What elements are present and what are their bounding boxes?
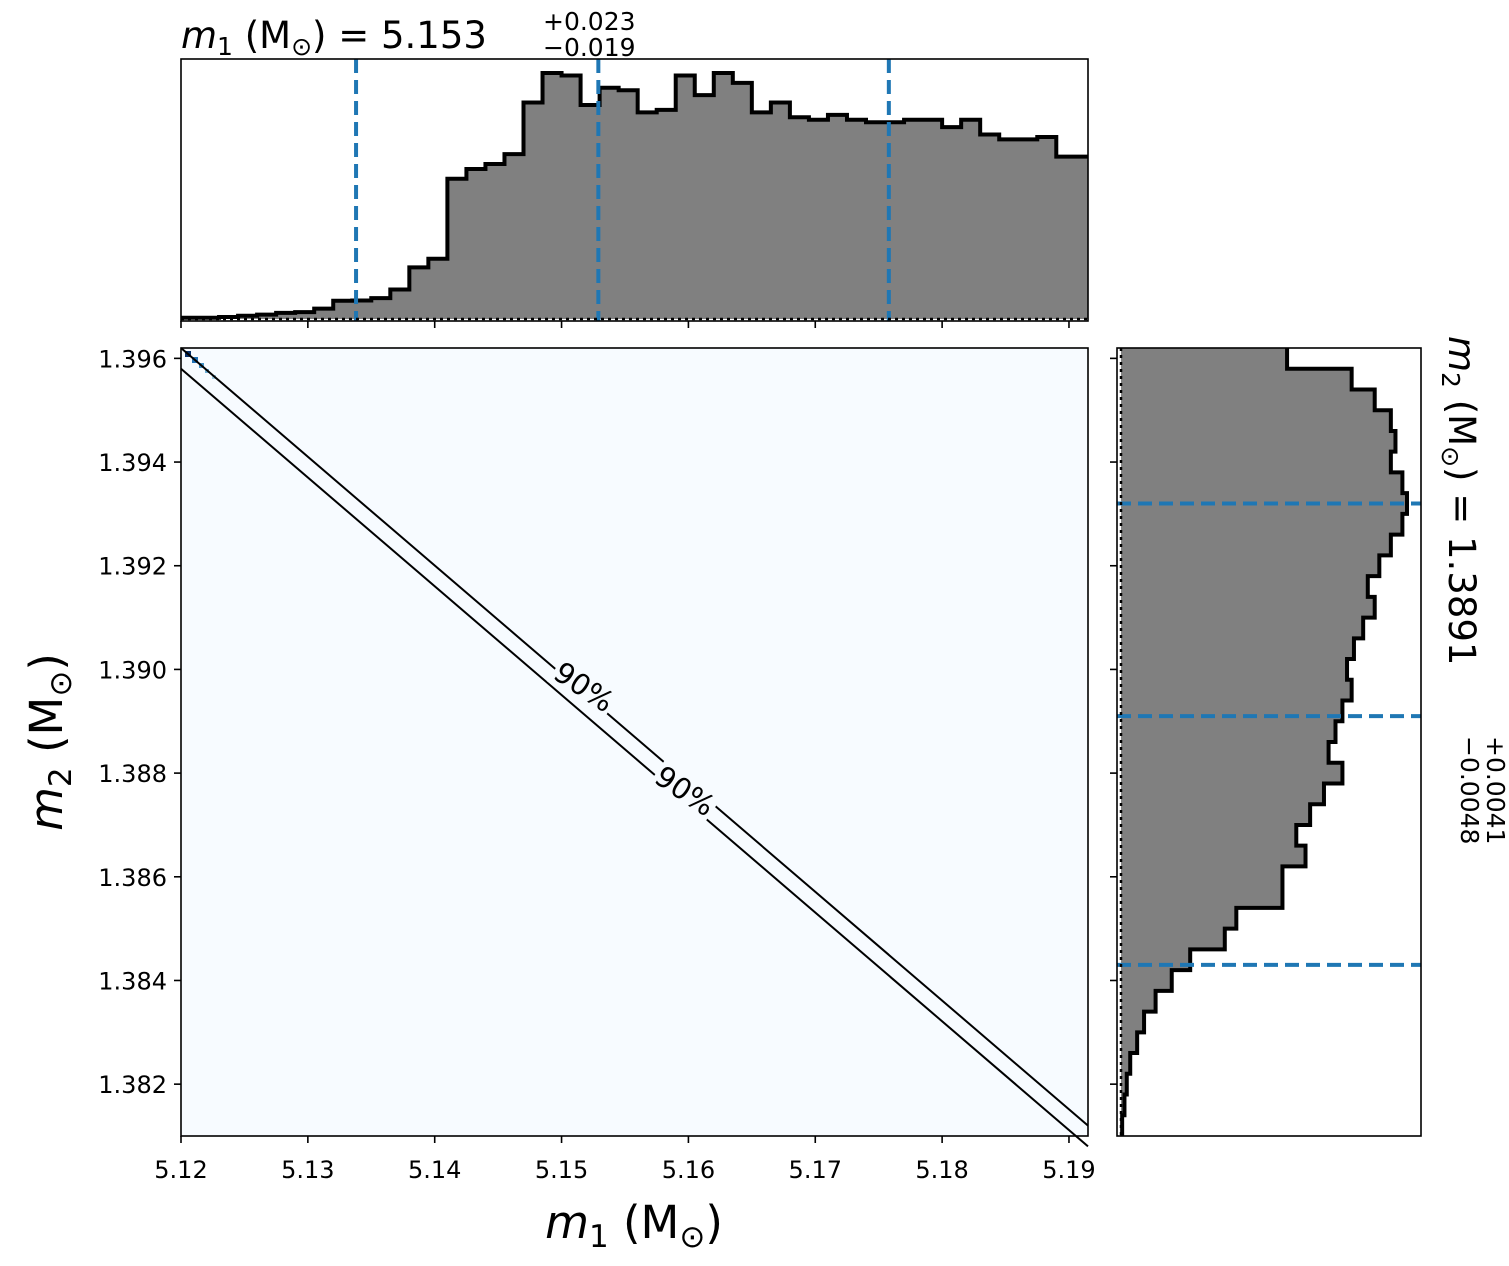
m1-title-upper-error: +0.023 <box>543 7 636 36</box>
y-tick-label-6: 1.394 <box>98 449 167 477</box>
x-tick-label-6: 5.18 <box>915 1156 968 1184</box>
y-tick-label-1: 1.384 <box>98 967 167 995</box>
m2-histogram-ticks <box>1110 357 1117 1085</box>
m2-histogram-plot <box>1117 348 1421 1136</box>
m2-title-lower-error: −0.0048 <box>1455 736 1484 844</box>
svg-text:m2 (M⊙) = 1.3891: m2 (M⊙) = 1.3891 <box>1436 336 1483 665</box>
y-tick-label-5: 1.392 <box>98 553 167 581</box>
m2-histogram-frame <box>1116 347 1422 1137</box>
m1-histogram-plot <box>181 59 1088 321</box>
m2-histogram-fill <box>1121 348 1407 1136</box>
m2-title-errors: +0.0041 −0.0048 <box>1455 736 1509 844</box>
m2-histogram-outline <box>1120 348 1409 1136</box>
x-tick-label-7: 5.19 <box>1042 1156 1095 1184</box>
m1-histogram-fill <box>181 73 1088 319</box>
joint-posterior-panel: 90%90% 5.12 5.13 5.14 5.15 5.16 5.17 5.18 5.19 … <box>20 345 1096 1255</box>
m1-histogram-outline <box>181 71 1088 320</box>
m1-histogram-panel: m1 (M⊙) = 5.153 +0.023 −0.019 <box>180 7 1089 328</box>
m2-title-upper-error: +0.0041 <box>1481 736 1509 844</box>
y-tick-label-3: 1.388 <box>98 760 167 788</box>
m1-histogram-frame <box>180 58 1089 322</box>
x-tick-label-3: 5.15 <box>535 1156 588 1184</box>
x-tick-label-1: 5.13 <box>281 1156 334 1184</box>
joint-density-background <box>181 348 1088 1136</box>
y-tick-label-0: 1.382 <box>98 1071 167 1099</box>
x-tick-label-0: 5.12 <box>154 1156 207 1184</box>
contour-line-1 <box>180 367 1089 1148</box>
x-tick-label-5: 5.17 <box>789 1156 842 1184</box>
contour-label-bg-1 <box>647 757 724 824</box>
m1-histogram-title: m1 (M⊙) = 5.153 <box>181 14 487 61</box>
x-tick-label-4: 5.16 <box>662 1156 715 1184</box>
contour-lines <box>180 347 1089 1148</box>
contour-label-bg-0 <box>546 653 623 720</box>
m1-title-lower-error: −0.019 <box>543 33 636 62</box>
x-axis-label: m1 (M⊙) <box>545 1196 723 1255</box>
joint-panel-frame <box>180 347 1089 1137</box>
m2-histogram-title: m2 (M⊙) = 1.3891 <box>1436 336 1483 665</box>
x-tick-label-2: 5.14 <box>408 1156 461 1184</box>
y-tick-label-4: 1.390 <box>98 656 167 684</box>
m1-histogram-ticks <box>180 321 1070 328</box>
y-axis-ticks: 1.382 1.384 1.386 1.388 1.390 1.392 1.394 1.396 <box>98 345 181 1099</box>
x-axis-ticks: 5.12 5.13 5.14 5.15 5.16 5.17 5.18 5.19 <box>154 1136 1096 1184</box>
y-axis-label: m2 (M⊙) <box>20 653 79 831</box>
contour-line-0 <box>180 347 1089 1127</box>
m2-histogram-panel: m2 (M⊙) = 1.3891 +0.0041 −0.0048 <box>1110 336 1509 1137</box>
y-tick-label-7: 1.396 <box>98 345 167 373</box>
y-tick-label-2: 1.386 <box>98 864 167 892</box>
